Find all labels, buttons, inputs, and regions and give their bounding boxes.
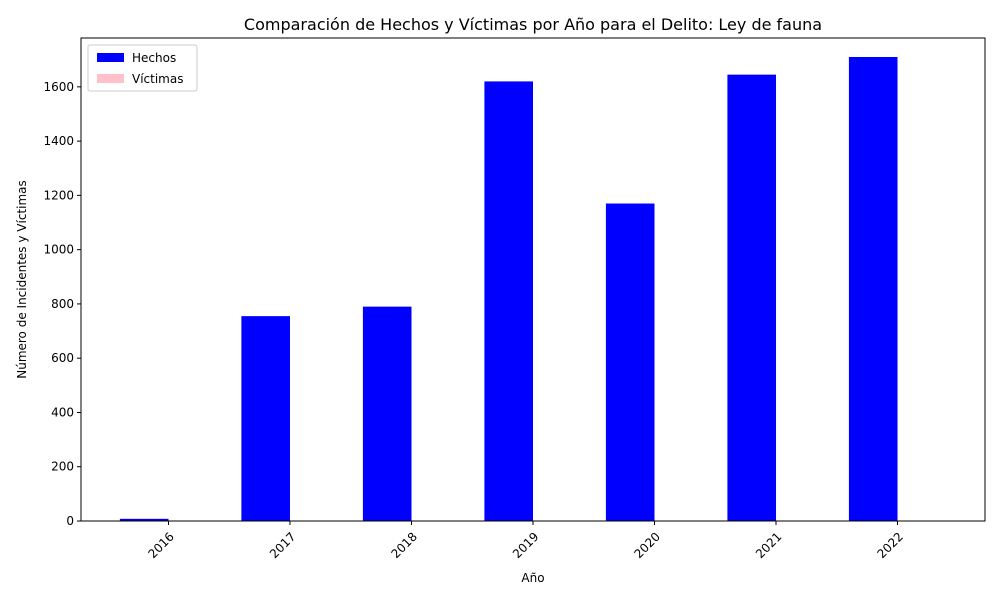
- legend-label-hechos: Hechos: [132, 51, 176, 65]
- y-tick-label: 1400: [43, 134, 74, 148]
- x-axis: 2016 2017 2018 2019 2020 2021 2022: [145, 521, 906, 561]
- x-tick-label: 2021: [753, 530, 784, 561]
- y-tick-label: 0: [66, 514, 74, 528]
- y-tick-label: 200: [51, 460, 74, 474]
- legend-swatch-hechos: [97, 53, 124, 62]
- legend-swatch-víctimas: [97, 74, 124, 83]
- x-tick-label: 2016: [145, 530, 176, 561]
- y-tick-label: 400: [51, 405, 74, 419]
- y-tick-label: 800: [51, 297, 74, 311]
- x-tick-label: 2020: [631, 530, 662, 561]
- legend-label-víctimas: Víctimas: [132, 72, 183, 86]
- x-tick-label: 2022: [875, 530, 906, 561]
- y-axis-label: Número de Incidentes y Víctimas: [15, 180, 29, 379]
- x-tick-label: 2019: [510, 530, 541, 561]
- chart-title: Comparación de Hechos y Víctimas por Año…: [244, 15, 822, 34]
- y-axis: 0 200 400 600 800 1000 1200 1400 1600: [43, 80, 81, 528]
- x-tick-label: 2018: [388, 530, 419, 561]
- x-axis-label: Año: [521, 571, 544, 585]
- y-tick-label: 600: [51, 351, 74, 365]
- y-tick-label: 1000: [43, 243, 74, 257]
- bar-hechos-2021: [727, 74, 777, 521]
- bar-hechos-2018: [362, 306, 412, 521]
- y-tick-label: 1200: [43, 188, 74, 202]
- bar-hechos-2017: [241, 316, 290, 521]
- bar-hechos-2020: [605, 203, 655, 522]
- bars-group: [119, 56, 898, 522]
- x-tick-label: 2017: [267, 530, 298, 561]
- bar-hechos-2016: [119, 518, 169, 521]
- y-tick-label: 1600: [43, 80, 74, 94]
- bar-hechos-2022: [848, 56, 898, 521]
- legend: Hechos Víctimas: [87, 44, 198, 92]
- bar-hechos-2019: [484, 81, 533, 521]
